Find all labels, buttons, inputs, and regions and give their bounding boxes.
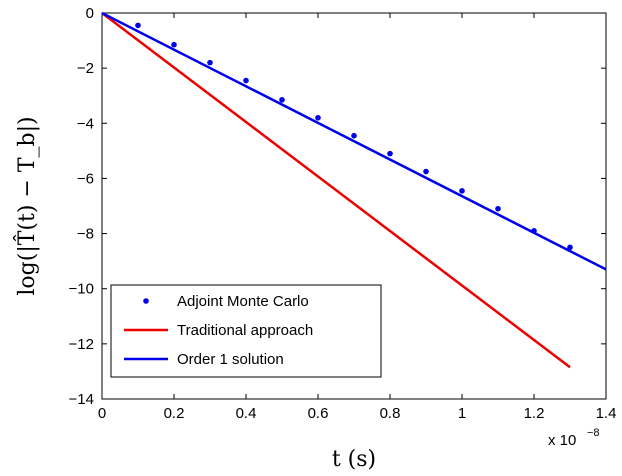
data-point [423, 168, 429, 175]
x-tick-label: 0 [98, 405, 106, 422]
y-tick-label: −2 [77, 60, 94, 77]
data-point [135, 22, 141, 29]
x-tick-label: 0.8 [380, 405, 401, 422]
data-point [207, 59, 213, 66]
legend-label: Order 1 solution [177, 351, 284, 368]
x-tick-label: 0.6 [308, 405, 329, 422]
data-point [495, 205, 501, 212]
data-point [459, 188, 465, 194]
series-line-1 [101, 12, 571, 369]
data-point [243, 77, 249, 84]
x-axis-title: t (s) [332, 447, 376, 472]
y-tick-label: 0 [86, 5, 94, 22]
series-layer [101, 11, 607, 369]
series-line-2 [101, 11, 607, 271]
svg-text:−8: −8 [587, 427, 600, 439]
y-tick-label: −14 [69, 391, 94, 408]
data-point [351, 132, 357, 139]
y-tick-label: −12 [69, 336, 94, 353]
y-tick-label: −8 [77, 226, 94, 243]
legend-label: Traditional approach [177, 322, 313, 339]
data-point [387, 150, 393, 157]
x-tick-label: 1 [458, 405, 466, 422]
y-axis-title: log(|T̂(t) − T_b|) [14, 116, 40, 295]
data-point [315, 114, 321, 121]
x-tick-label: 1.4 [596, 405, 617, 422]
axis-ticks: 0 0.2 0.4 0.6 0.8 1 1.2 1.4 0 −2 −4 −6 −8 −10 −12 −14 [69, 5, 617, 422]
data-point [279, 97, 285, 103]
y-tick-label: −4 [77, 115, 94, 132]
x-tick-label: 0.2 [164, 405, 185, 422]
legend: Adjoint Monte Carlo Traditional approach O… [110, 284, 382, 378]
data-point [171, 41, 177, 48]
x-tick-label: 0.4 [236, 405, 257, 422]
x-tick-label: 1.2 [524, 405, 545, 422]
y-tick-label: −6 [77, 170, 94, 187]
legend-swatch-marker [143, 298, 149, 304]
x-exponent-label: x 10 −8 [548, 427, 600, 449]
data-point [567, 244, 573, 251]
y-tick-label: −10 [69, 281, 94, 298]
svg-text:x 10: x 10 [548, 432, 576, 449]
legend-label: Adjoint Monte Carlo [177, 293, 309, 310]
